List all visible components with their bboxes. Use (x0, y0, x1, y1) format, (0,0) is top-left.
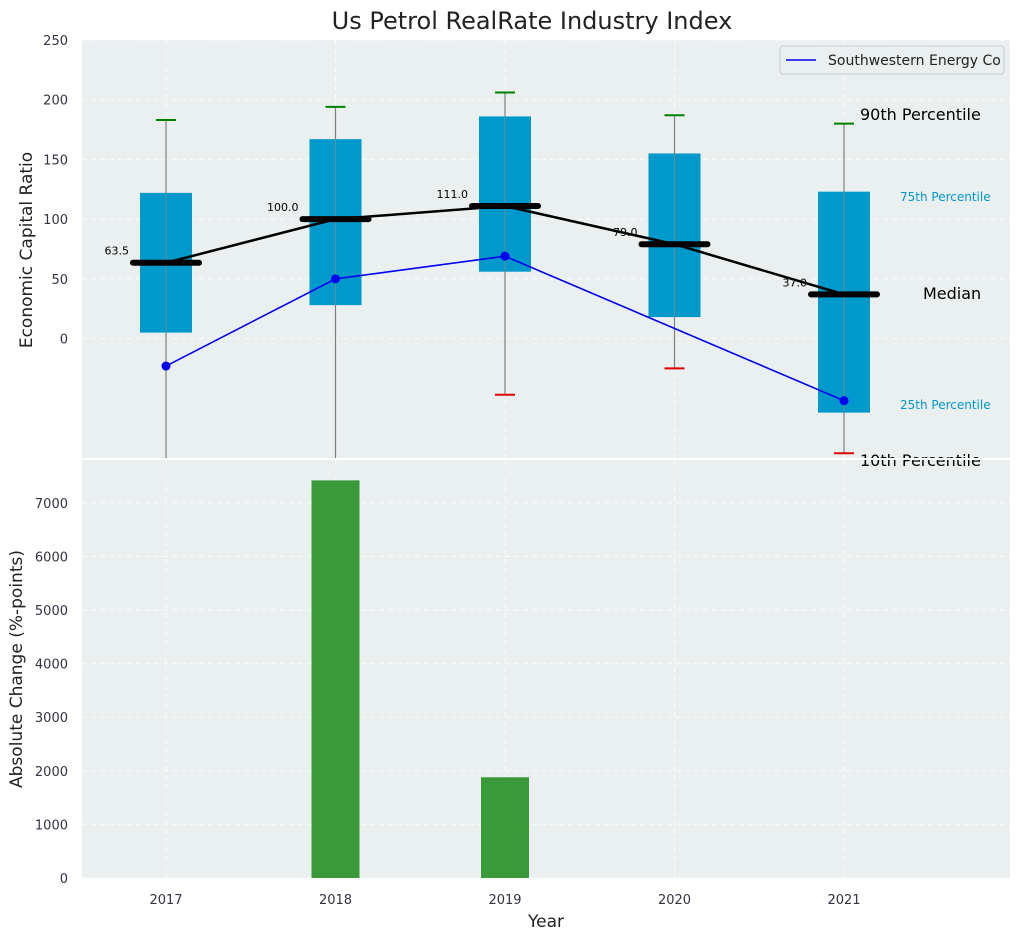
label-p75: 75th Percentile (900, 190, 991, 204)
label-median: Median (923, 284, 981, 303)
x-tick-label: 2018 (319, 893, 352, 908)
x-tick-label: 2017 (149, 893, 182, 908)
legend-label: Southwestern Energy Co (828, 53, 1001, 69)
company-series-group (161, 251, 849, 406)
x-tick-label: 2019 (488, 893, 521, 908)
median-label-2019: 111.0 (437, 188, 469, 201)
top-y-tick-label: 0 (60, 333, 68, 348)
series-point (839, 396, 849, 406)
median-label-2018: 100.0 (267, 201, 299, 214)
bottom-y-tick-label: 0 (60, 872, 68, 887)
percentile-labels: 90th Percentile 75th Percentile Median 2… (860, 105, 991, 470)
series-point (161, 361, 171, 371)
label-p10: 10th Percentile (860, 451, 981, 470)
median-trend-group (165, 204, 845, 296)
series-point (500, 251, 510, 261)
bottom-y-tick-label: 7000 (35, 497, 68, 512)
bar-2018 (311, 480, 360, 878)
bottom-y-tick-label: 5000 (35, 604, 68, 619)
top-y-tick-label: 200 (43, 94, 68, 109)
bottom-y-tick-label: 6000 (35, 550, 68, 565)
bottom-plot-area (82, 460, 1010, 878)
clip-mask (82, 468, 1010, 476)
bottom-y-tick-label: 3000 (35, 711, 68, 726)
bottom-y-ticks: 0 1000 2000 3000 4000 5000 6000 7000 (35, 497, 68, 887)
legend-box (779, 45, 1005, 75)
median-label-2017: 63.5 (105, 245, 130, 258)
label-p25: 25th Percentile (900, 398, 991, 412)
top-y-tick-label: 150 (43, 153, 68, 168)
median-label-2021: 37.0 (783, 276, 808, 289)
bar-2019 (481, 777, 529, 878)
top-y-tick-label: 100 (43, 213, 68, 228)
top-y-tick-label: 50 (51, 273, 68, 288)
x-tick-label: 2021 (827, 893, 860, 908)
top-y-tick-label: 250 (43, 34, 68, 49)
x-axis-label: Year (527, 912, 564, 932)
top-y-axis-label: Economic Capital Ratio (17, 152, 37, 348)
bottom-y-axis-label: Absolute Change (%-points) (7, 550, 27, 788)
top-y-ticks: 0 50 100 150 200 250 (43, 34, 68, 348)
series-line (165, 255, 845, 402)
legend: Southwestern Energy Co (779, 45, 1005, 75)
bottom-y-tick-label: 4000 (35, 658, 68, 673)
series-point (331, 274, 340, 284)
label-p90: 90th Percentile (860, 105, 981, 124)
x-tick-label: 2020 (658, 893, 691, 908)
bottom-y-tick-label: 1000 (35, 818, 68, 833)
bottom-gridlines (82, 460, 1010, 879)
bottom-y-tick-label: 2000 (35, 765, 68, 780)
chart-title: Us Petrol RealRate Industry Index (332, 7, 733, 35)
bar-group (311, 480, 529, 878)
x-tick-labels: 2017 2018 2019 2020 2021 (149, 893, 860, 908)
median-trend-line (165, 204, 845, 296)
